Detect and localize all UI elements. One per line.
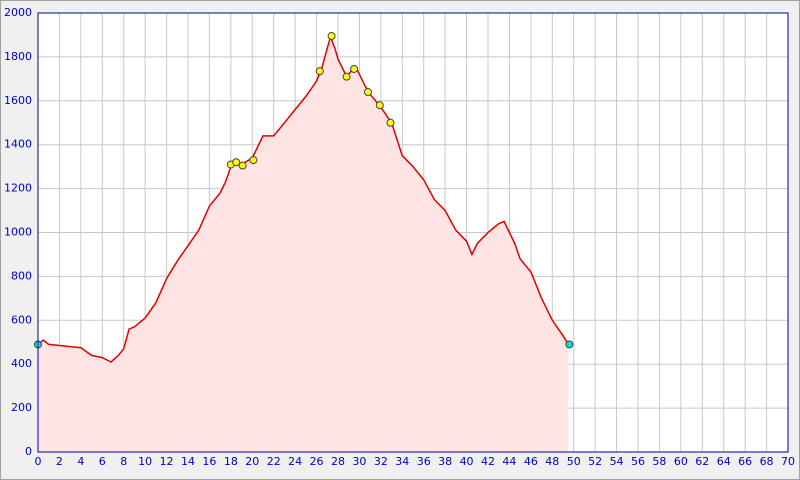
x-tick-label: 6 <box>99 455 106 468</box>
x-tick-label: 2 <box>56 455 63 468</box>
x-tick-label: 12 <box>160 455 174 468</box>
x-tick-label: 38 <box>438 455 452 468</box>
x-tick-label: 40 <box>460 455 474 468</box>
x-tick-label: 22 <box>267 455 281 468</box>
y-tick-label: 1800 <box>4 50 32 63</box>
y-tick-label: 1600 <box>4 94 32 107</box>
x-tick-label: 36 <box>417 455 431 468</box>
waypoint <box>232 158 241 167</box>
y-tick-label: 1400 <box>4 138 32 151</box>
x-tick-label: 34 <box>395 455 409 468</box>
waypoint <box>327 32 336 41</box>
y-tick-label: 1200 <box>4 182 32 195</box>
x-tick-label: 16 <box>202 455 216 468</box>
x-tick-label: 58 <box>652 455 666 468</box>
x-tick-label: 42 <box>481 455 495 468</box>
plot-border <box>37 12 789 453</box>
x-tick-label: 70 <box>781 455 795 468</box>
x-tick-label: 10 <box>138 455 152 468</box>
y-tick-label: 0 <box>25 445 32 458</box>
x-tick-label: 48 <box>545 455 559 468</box>
waypoint <box>249 156 258 165</box>
x-tick-label: 26 <box>310 455 324 468</box>
x-tick-label: 18 <box>224 455 238 468</box>
x-tick-label: 54 <box>610 455 624 468</box>
x-tick-label: 8 <box>120 455 127 468</box>
waypoint <box>342 72 351 81</box>
x-tick-label: 0 <box>35 455 42 468</box>
x-tick-label: 68 <box>760 455 774 468</box>
x-tick-label: 20 <box>245 455 259 468</box>
y-tick-label: 2000 <box>4 6 32 19</box>
waypoint <box>375 101 384 110</box>
x-tick-label: 50 <box>567 455 581 468</box>
x-tick-label: 66 <box>738 455 752 468</box>
x-tick-label: 28 <box>331 455 345 468</box>
y-tick-label: 200 <box>11 401 32 414</box>
y-tick-label: 800 <box>11 269 32 282</box>
x-tick-label: 32 <box>374 455 388 468</box>
waypoint <box>238 161 247 170</box>
x-tick-label: 4 <box>77 455 84 468</box>
area-fill <box>38 37 569 452</box>
x-tick-label: 46 <box>524 455 538 468</box>
waypoint <box>350 64 359 73</box>
x-tick-label: 14 <box>181 455 195 468</box>
waypoint <box>315 67 324 76</box>
x-tick-label: 24 <box>288 455 302 468</box>
waypoint <box>386 118 395 127</box>
y-tick-label: 1000 <box>4 226 32 239</box>
waypoint <box>364 88 372 97</box>
x-tick-label: 62 <box>695 455 709 468</box>
y-tick-label: 600 <box>11 313 32 326</box>
x-tick-label: 44 <box>502 455 516 468</box>
x-tick-label: 52 <box>588 455 602 468</box>
x-tick-label: 64 <box>717 455 731 468</box>
waypoint <box>565 340 574 349</box>
y-tick-label: 400 <box>11 357 32 370</box>
x-tick-label: 60 <box>674 455 688 468</box>
x-tick-label: 56 <box>631 455 645 468</box>
x-tick-label: 30 <box>352 455 366 468</box>
